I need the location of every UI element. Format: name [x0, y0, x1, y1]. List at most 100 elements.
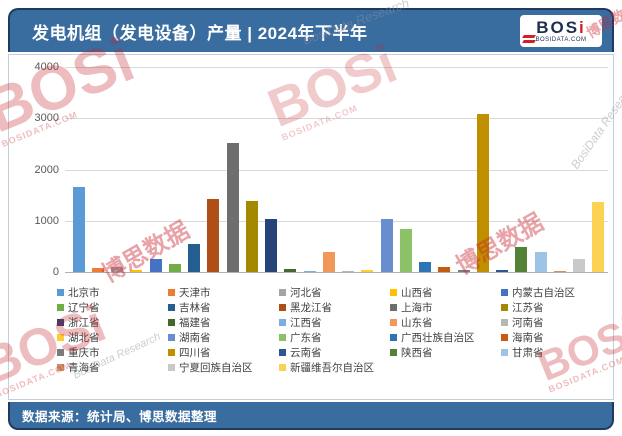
legend-label: 宁夏回族自治区 [179, 362, 253, 374]
gridlines [65, 67, 608, 272]
legend-swatch-icon [57, 364, 64, 371]
bar-甘肃省 [534, 252, 547, 272]
legend-swatch-icon [168, 319, 175, 326]
legend-item-湖南省: 湖南省 [168, 330, 279, 345]
legend-swatch-icon [501, 304, 508, 311]
bar-上海市 [226, 142, 239, 272]
y-tick-label: 1000 [34, 214, 59, 227]
legend-label: 河北省 [290, 287, 322, 299]
legend-label: 吉林省 [179, 302, 211, 314]
y-axis-ticks: 0 1000 2000 3000 4000 [15, 61, 59, 278]
legend-item-山东省: 山东省 [390, 315, 501, 330]
legend-item-天津市: 天津市 [168, 285, 279, 300]
page-title: 发电机组（发电设备）产量 | 2024年下半年 [32, 23, 368, 43]
legend-item-陕西省: 陕西省 [390, 345, 501, 360]
bar-广西壮族自治区 [419, 262, 432, 272]
logo-brand-text: BOSi [536, 18, 586, 37]
legend-swatch-icon [57, 304, 64, 311]
legend-swatch-icon [390, 334, 397, 341]
bar-云南省 [496, 269, 509, 272]
legend-label: 新疆维吾尔自治区 [290, 362, 374, 374]
bar-辽宁省 [168, 263, 181, 272]
bar-重庆市 [457, 270, 470, 272]
y-tick-label: 4000 [34, 61, 59, 73]
legend-label: 湖南省 [179, 332, 211, 344]
legend-item-云南省: 云南省 [279, 345, 390, 360]
bar-山东省 [322, 252, 335, 272]
legend-label: 北京市 [68, 287, 100, 299]
legend-label: 福建省 [179, 317, 211, 329]
logo-stripes-icon [522, 33, 536, 43]
bar-海南省 [438, 267, 451, 272]
legend-label: 江西省 [290, 317, 322, 329]
legend-swatch-icon [168, 289, 175, 296]
legend-swatch-icon [390, 304, 397, 311]
logo-domain-text: BOSIDATA.COM [535, 37, 587, 43]
bar-内蒙古自治区 [149, 259, 162, 272]
legend-item-浙江省: 浙江省 [57, 315, 168, 330]
bar-湖南省 [380, 218, 393, 272]
gridline [65, 118, 608, 120]
bar-江苏省 [245, 200, 258, 272]
legend-item-福建省: 福建省 [168, 315, 279, 330]
gridline [65, 220, 608, 222]
legend-swatch-icon [279, 364, 286, 371]
bar-福建省 [284, 269, 297, 272]
chart-legend: 北京市 天津市 河北省 山西省 内蒙古自治区 辽宁省 吉林省 黑龙江省 上海市 江苏省 浙江省 福建省… [57, 285, 613, 375]
bar-series [69, 67, 608, 272]
legend-label: 云南省 [290, 347, 322, 359]
legend-label: 重庆市 [68, 347, 100, 359]
legend-swatch-icon [168, 364, 175, 371]
data-source-text: 数据来源：统计局、博思数据整理 [22, 409, 218, 424]
legend-swatch-icon [390, 349, 397, 356]
legend-label: 内蒙古自治区 [512, 287, 575, 299]
bar-北京市 [72, 187, 85, 272]
legend-item-青海省: 青海省 [57, 360, 168, 375]
legend-item-山西省: 山西省 [390, 285, 501, 300]
footer-bar: 数据来源：统计局、博思数据整理 [8, 402, 614, 430]
bar-江西省 [303, 270, 316, 272]
y-tick-label: 0 [52, 266, 59, 278]
legend-item-上海市: 上海市 [390, 300, 501, 315]
legend-label: 海南省 [512, 332, 544, 344]
legend-item-江西省: 江西省 [279, 315, 390, 330]
legend-item-重庆市: 重庆市 [57, 345, 168, 360]
legend-item-江苏省: 江苏省 [501, 300, 612, 315]
bosi-logo: BOSi BOSIDATA.COM [520, 15, 602, 47]
bar-广东省 [399, 229, 412, 272]
legend-swatch-icon [168, 304, 175, 311]
legend-label: 河南省 [512, 317, 544, 329]
legend-swatch-icon [501, 334, 508, 341]
legend-label: 湖北省 [68, 332, 100, 344]
legend-label: 山东省 [401, 317, 433, 329]
legend-item-四川省: 四川省 [168, 345, 279, 360]
bar-青海省 [553, 270, 566, 272]
bar-吉林省 [188, 244, 201, 272]
bar-新疆维吾尔自治区 [592, 202, 605, 272]
legend-item-河南省: 河南省 [501, 315, 612, 330]
legend-label: 广西壮族自治区 [401, 332, 475, 344]
legend-label: 青海省 [68, 362, 100, 374]
legend-label: 广东省 [290, 332, 322, 344]
legend-swatch-icon [279, 349, 286, 356]
legend-swatch-icon [501, 349, 508, 356]
gridline [65, 67, 608, 68]
bar-黑龙江省 [207, 198, 220, 272]
legend-label: 江苏省 [512, 302, 544, 314]
legend-item-广西壮族自治区: 广西壮族自治区 [390, 330, 501, 345]
y-tick-label: 2000 [34, 163, 59, 176]
x-axis-line [65, 272, 608, 273]
legend-swatch-icon [279, 319, 286, 326]
legend-item-内蒙古自治区: 内蒙古自治区 [501, 285, 612, 300]
legend-item-广东省: 广东省 [279, 330, 390, 345]
legend-swatch-icon [279, 304, 286, 311]
legend-item-新疆维吾尔自治区: 新疆维吾尔自治区 [279, 360, 390, 375]
legend-swatch-icon [390, 319, 397, 326]
legend-item-海南省: 海南省 [501, 330, 612, 345]
legend-label: 辽宁省 [68, 302, 100, 314]
legend-label: 浙江省 [68, 317, 100, 329]
bar-河南省 [342, 270, 355, 272]
bar-浙江省 [265, 219, 278, 272]
legend-swatch-icon [57, 319, 64, 326]
